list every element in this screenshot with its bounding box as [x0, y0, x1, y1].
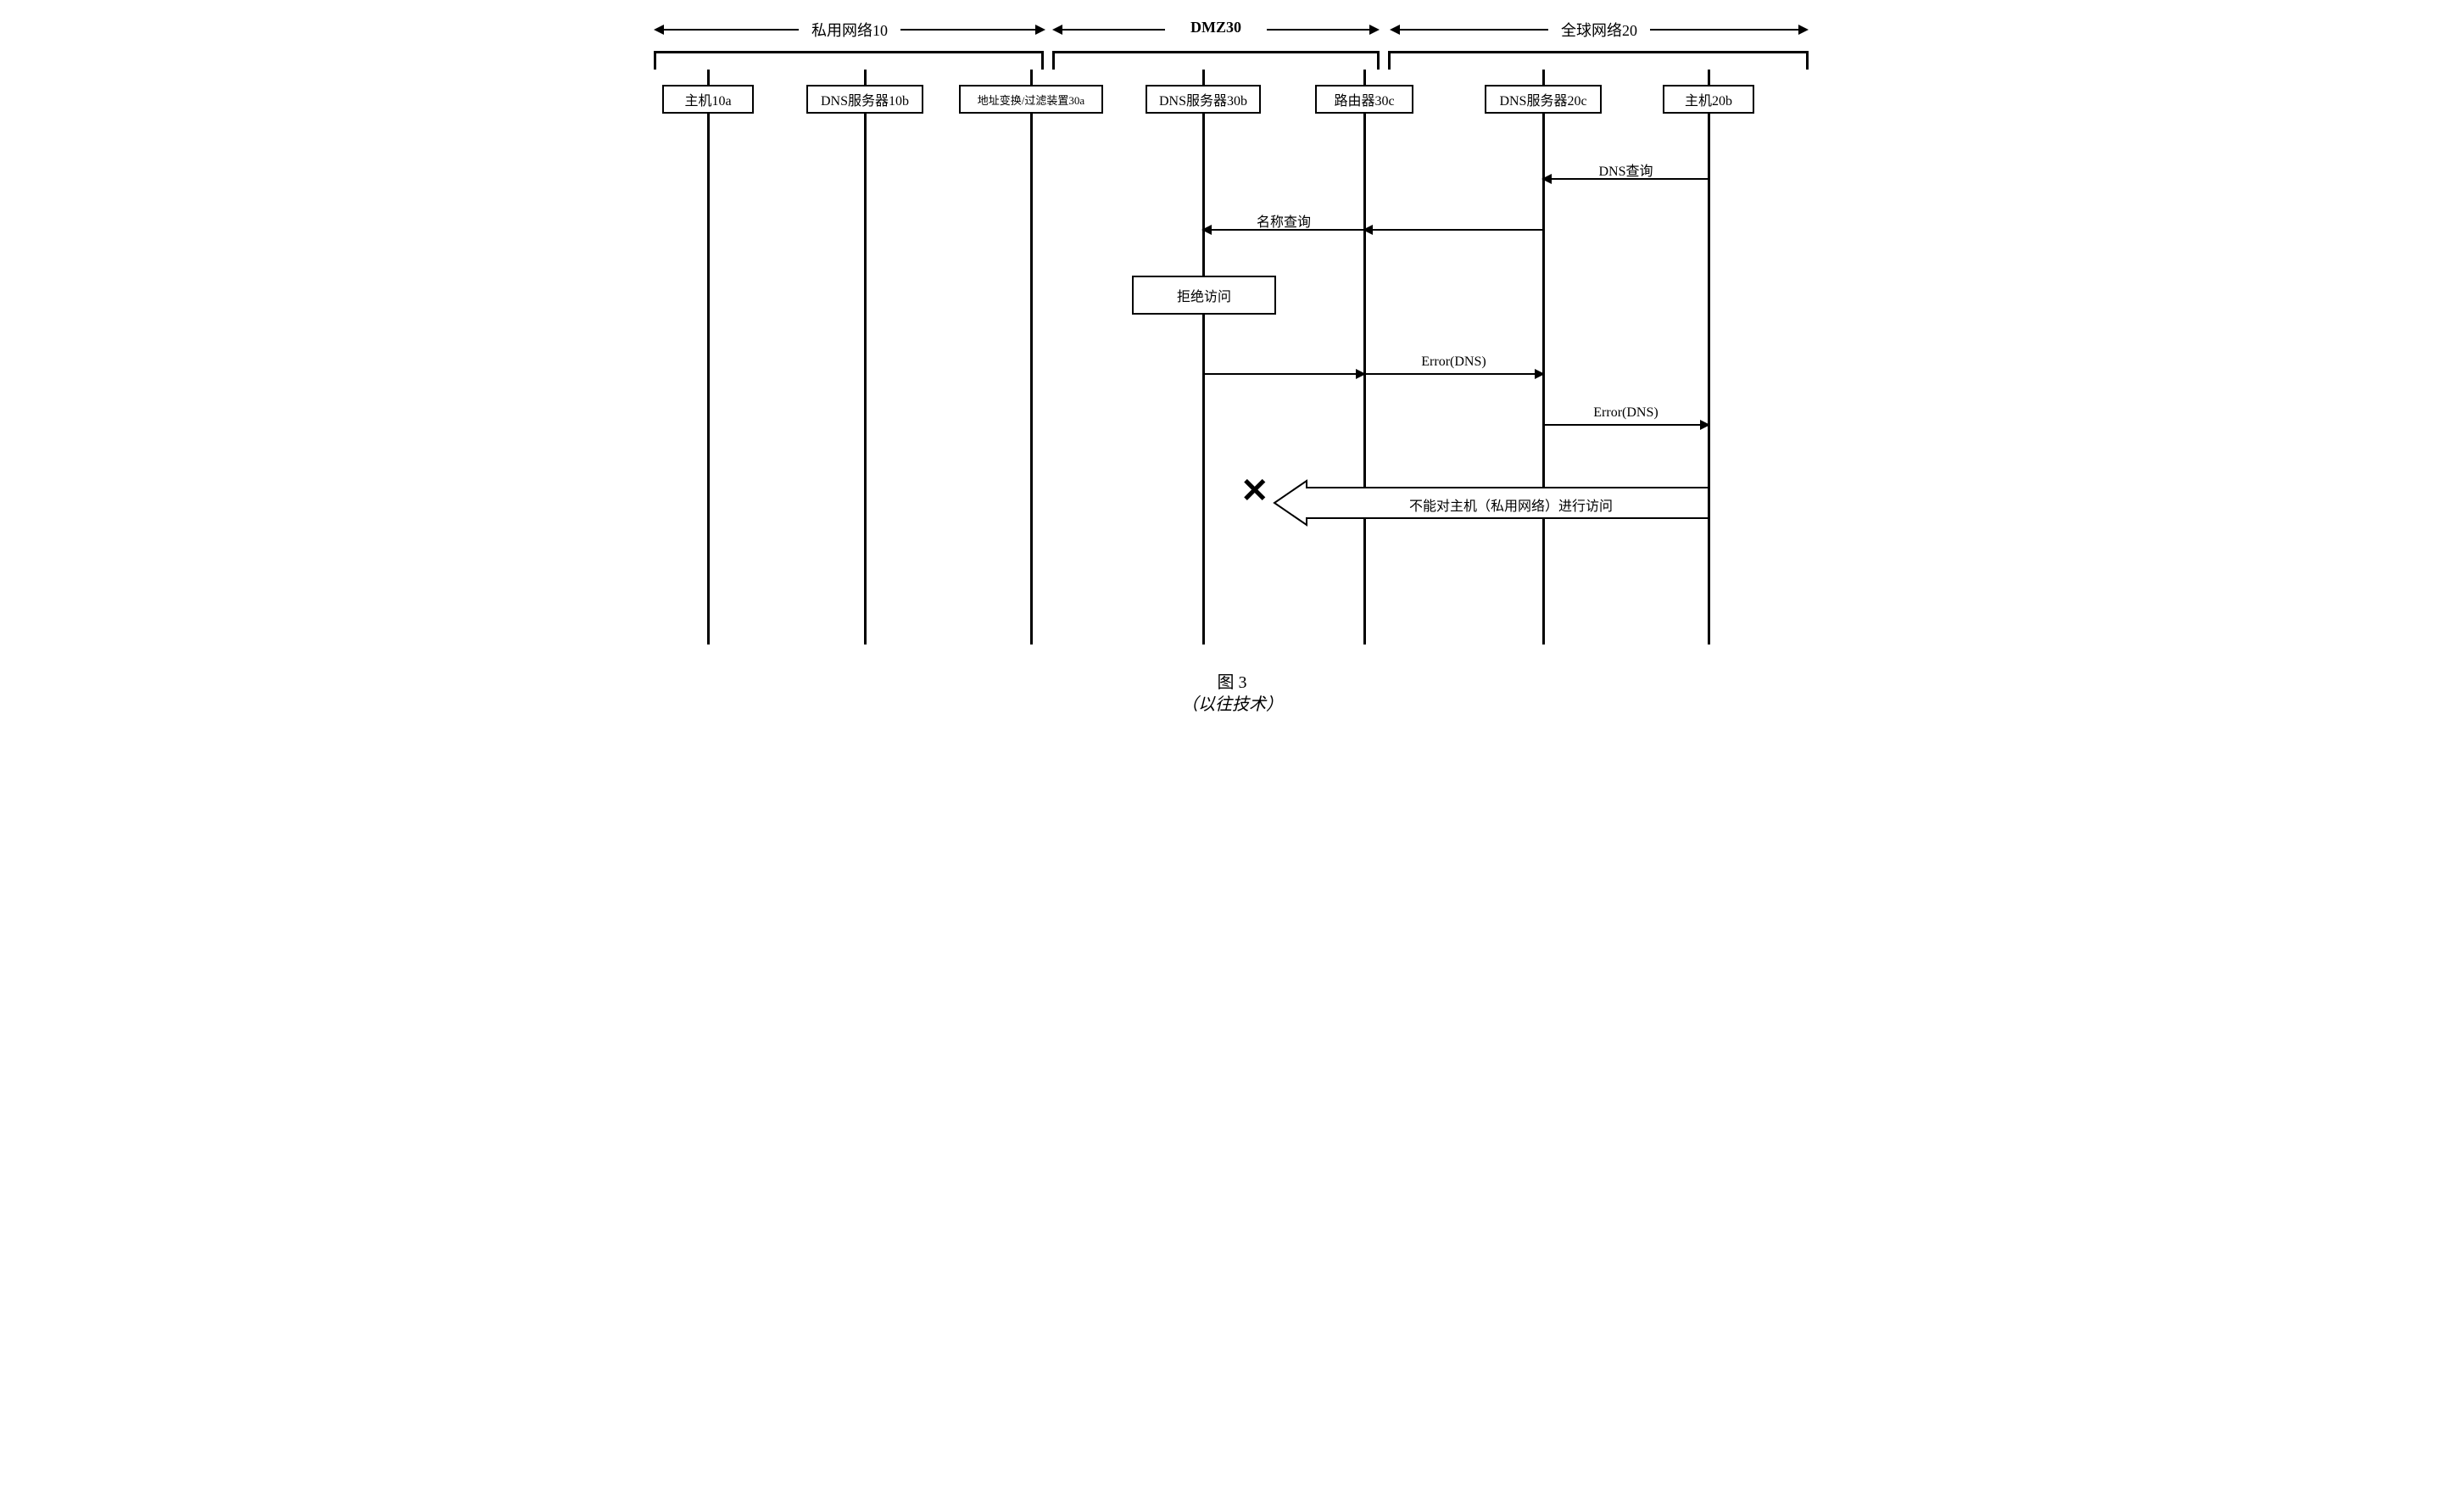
- zone-arrow-right-dmz: [1267, 29, 1378, 31]
- actor-dns10b: DNS服务器10b: [806, 85, 923, 114]
- lifeline-router30c: [1363, 114, 1366, 644]
- lifeline-dns20c: [1542, 114, 1545, 644]
- actor-router30c: 路由器30c: [1315, 85, 1413, 114]
- zone-arrow-right-private: [900, 29, 1044, 31]
- msg-0-label: DNS查询: [1543, 159, 1709, 180]
- lifeline-dns10b: [864, 114, 867, 644]
- lifeline-host10a: [707, 114, 710, 644]
- lifeline-dns30b: [1202, 114, 1205, 644]
- zone-arrowhead-r-global: [1798, 25, 1809, 35]
- zone-label-dmz: DMZ30: [1054, 19, 1378, 36]
- actor-dns30b: DNS服务器30b: [1146, 85, 1261, 114]
- bracket-stem-host20b: [1708, 70, 1710, 85]
- figure-subtitle: （以往技术）: [647, 690, 1817, 715]
- zone-arrow-right-global: [1650, 29, 1807, 31]
- block-arrow-label: 不能对主机（私用网络）进行访问: [1315, 494, 1707, 515]
- msg-3-line: [1543, 424, 1709, 426]
- actor-host10a: 主机10a: [662, 85, 754, 114]
- zone-arrowhead-l-private: [654, 25, 664, 35]
- actor-nat30a: 地址变换/过滤装置30a: [959, 85, 1103, 114]
- msg-1-label: 名称查询: [1203, 210, 1364, 231]
- actor-host20b: 主机20b: [1663, 85, 1754, 114]
- bracket-stem-nat30a: [1030, 70, 1033, 85]
- msg-3-head: [1700, 420, 1710, 430]
- zone-arrow-left-global: [1391, 29, 1548, 31]
- bracket-stem-dns30b: [1202, 70, 1205, 85]
- zone-arrowhead-l-dmz: [1052, 25, 1062, 35]
- bracket-stem-dns20c: [1542, 70, 1545, 85]
- zone-bracket-1: [1052, 51, 1380, 70]
- msg-2-ihead-0: [1356, 369, 1366, 379]
- bracket-stem-dns10b: [864, 70, 867, 85]
- zone-arrowhead-l-global: [1390, 25, 1400, 35]
- actor-dns20c: DNS服务器20c: [1485, 85, 1602, 114]
- bracket-stem-host10a: [707, 70, 710, 85]
- zone-bracket-0: [654, 51, 1044, 70]
- process-reject: 拒绝访问: [1132, 276, 1276, 315]
- figure-number: 图 3: [647, 668, 1817, 693]
- msg-2-head: [1535, 369, 1545, 379]
- msg-2-line: [1203, 373, 1543, 375]
- lifeline-nat30a: [1030, 114, 1033, 644]
- cross-icon: ✕: [1240, 471, 1269, 511]
- zone-arrow-left-private: [655, 29, 799, 31]
- zone-arrowhead-r-private: [1035, 25, 1045, 35]
- zone-arrow-left-dmz: [1054, 29, 1165, 31]
- lifeline-host20b: [1708, 114, 1710, 644]
- zone-bracket-2: [1388, 51, 1809, 70]
- bracket-stem-router30c: [1363, 70, 1366, 85]
- zone-arrowhead-r-dmz: [1369, 25, 1380, 35]
- msg-3-label: Error(DNS): [1543, 405, 1709, 421]
- msg-2-label: Error(DNS): [1364, 354, 1543, 370]
